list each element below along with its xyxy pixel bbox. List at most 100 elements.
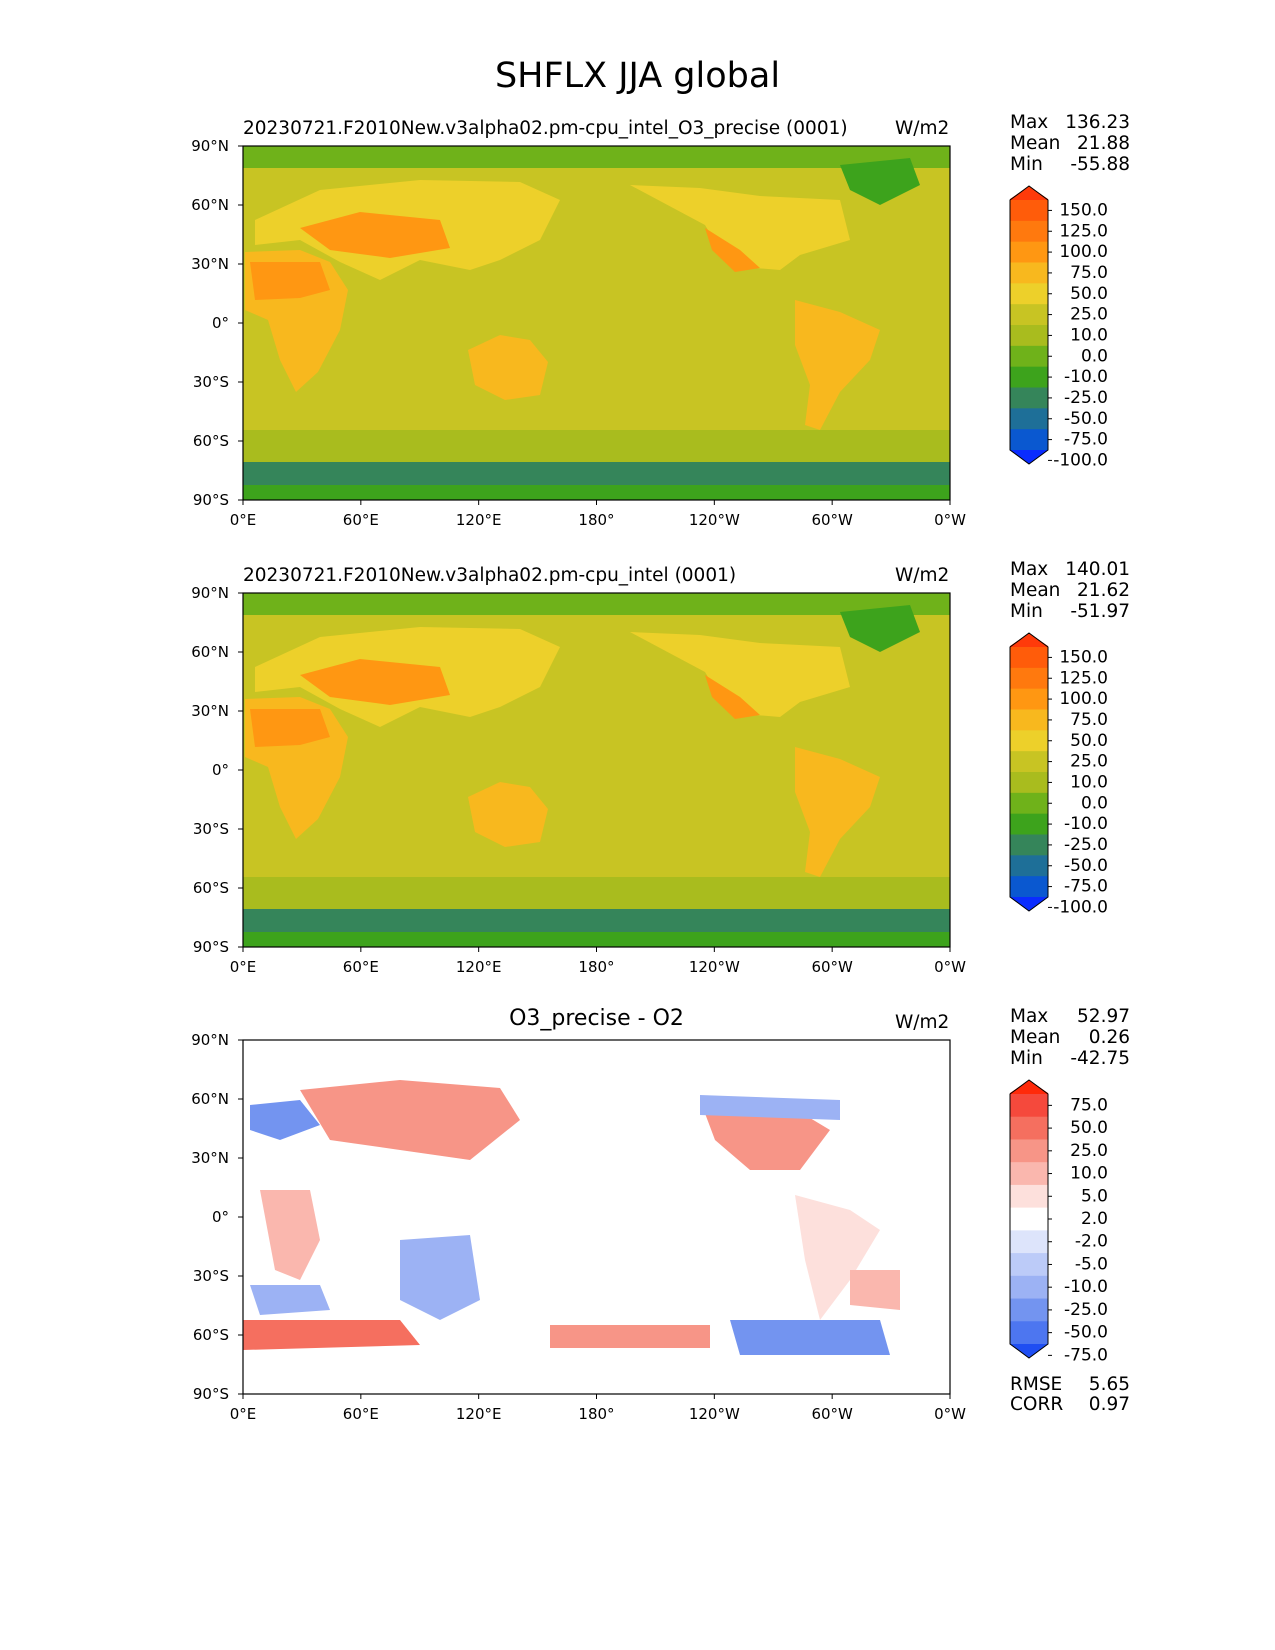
panel-1-ytick-label: 0° — [212, 314, 229, 332]
colorbar-extend-top — [1010, 633, 1048, 647]
map-3-southern-ocean-warm-2 — [550, 1325, 710, 1348]
panel-1-ytick-label: 60°S — [193, 432, 229, 450]
colorbar-segment — [1010, 751, 1048, 773]
map-2-antarctic-coast — [243, 932, 950, 947]
colorbar-segment — [1010, 1298, 1048, 1322]
panel-2-units: W/m2 — [895, 565, 950, 586]
panel-3-corr: CORR 0.97 — [1010, 1394, 1130, 1415]
panel-1-ytick-label: 90°S — [193, 491, 229, 509]
panel-3-xtick-label: 120°E — [456, 1405, 502, 1423]
panel-2-mean: Mean 21.62 — [1010, 580, 1130, 601]
panel-3-ytick-label: 30°S — [193, 1267, 229, 1285]
panel-2-ytick-label: 90°S — [193, 938, 229, 956]
colorbar-segment — [1010, 262, 1048, 284]
panel-1-map — [242, 145, 951, 501]
panel-1-xtick-label: 120°W — [689, 511, 740, 529]
figure-title: SHFLX JJA global — [494, 56, 781, 96]
panel-3-ytick-label: 90°S — [193, 1385, 229, 1403]
colorbar-level-label: 150.0 — [1059, 200, 1108, 220]
colorbar-segment — [1010, 688, 1048, 710]
colorbar-level-label: 150.0 — [1059, 647, 1108, 667]
panel-1-ytick-label: 30°S — [193, 373, 229, 391]
colorbar-level-label: -50.0 — [1064, 1323, 1108, 1343]
panel-3-colorbar: 75.0 50.0 25.0 10.05.0 2.0 -2.0-5.0 -10.0 -25.0… — [1009, 1079, 1108, 1365]
colorbar-extend-top — [1010, 186, 1048, 200]
colorbar-level-label: 125.0 — [1059, 221, 1108, 241]
colorbar-segment — [1010, 1094, 1048, 1118]
panel-1-ytick-label: 30°N — [191, 255, 229, 273]
colorbar-level-label: -100.0 — [1053, 450, 1108, 470]
map-1-antarctic-coast — [243, 485, 950, 500]
colorbar-level-label: -50.0 — [1064, 856, 1108, 876]
panel-1-xtick-label: 60°E — [343, 511, 379, 529]
panel-2-ytick-label: 30°N — [191, 702, 229, 720]
panel-1-colorbar: 150.0125.0100.075.050.025.010.00.0-10.0-… — [1009, 185, 1108, 470]
panel-2-xtick-label: 0°W — [934, 958, 966, 976]
colorbar-level-label: 50.0 — [1070, 284, 1108, 304]
panel-3-map — [242, 1039, 951, 1395]
colorbar-level-label: 25.0 — [1070, 1141, 1108, 1161]
colorbar-level-label: -10.0 — [1064, 1277, 1108, 1297]
colorbar-outline — [1009, 632, 1049, 912]
map-3-africa-mixed — [260, 1190, 320, 1280]
colorbar-segment — [1010, 772, 1048, 794]
panel-3-xtick-label: 0°E — [230, 1405, 257, 1423]
panel-3-ytick-label: 30°N — [191, 1149, 229, 1167]
panel-2-ytick-label: 0° — [212, 761, 229, 779]
panel-3-ytick-label: 60°N — [191, 1090, 229, 1108]
colorbar-segment — [1010, 1207, 1048, 1231]
panel-3-ytick-label: 60°S — [193, 1326, 229, 1344]
colorbar-segment — [1010, 366, 1048, 388]
colorbar-level-label: 125.0 — [1059, 668, 1108, 688]
colorbar-level-label: 75.0 — [1070, 710, 1108, 730]
panel-3-min: Min -42.75 — [1010, 1048, 1130, 1069]
colorbar-segment — [1010, 1275, 1048, 1300]
colorbar-segment — [1010, 730, 1048, 752]
colorbar-level-label: -75.0 — [1064, 430, 1108, 450]
colorbar-segment — [1010, 1116, 1048, 1140]
colorbar-level-label: 50.0 — [1070, 1118, 1108, 1138]
panel-2-title: 20230721.F2010New.v3alpha02.pm-cpu_intel… — [243, 565, 737, 586]
panel-2-xtick-label: 120°W — [689, 958, 740, 976]
map-3-indian-ocean-cool — [400, 1235, 480, 1320]
colorbar-segment — [1010, 1321, 1048, 1345]
map-2-sahara — [250, 709, 330, 747]
colorbar-level-label: 10.0 — [1070, 325, 1108, 345]
panel-2-colorbar: 150.0125.0100.075.050.025.010.00.0-10.0-… — [1009, 632, 1108, 917]
colorbar-level-label: 100.0 — [1059, 689, 1108, 709]
panel-3-ytick-label: 0° — [212, 1208, 229, 1226]
panel-2-ytick-label: 60°S — [193, 879, 229, 897]
map-3-south-america-mixed — [795, 1195, 880, 1320]
panel-1-xtick-label: 120°E — [456, 511, 502, 529]
panel-1-xtick-label: 0°W — [934, 511, 966, 529]
colorbar-segment — [1010, 667, 1048, 690]
colorbar-segment — [1010, 325, 1048, 347]
colorbar-level-label: -25.0 — [1064, 1300, 1108, 1320]
colorbar-segment — [1010, 876, 1048, 898]
colorbar-outline — [1009, 1079, 1049, 1359]
map-1-us-west-hot — [705, 228, 760, 272]
colorbar-segment — [1010, 1253, 1048, 1277]
colorbar-segment — [1010, 813, 1048, 835]
colorbar-level-label: -75.0 — [1064, 877, 1108, 897]
colorbar-segment — [1010, 429, 1048, 451]
panel-2-min: Min -51.97 — [1010, 601, 1130, 622]
map-2-south-america — [795, 747, 880, 877]
panel-3-rmse: RMSE 5.65 — [1010, 1374, 1130, 1395]
map-3-europe-cool — [250, 1100, 320, 1140]
map-2-greenland — [840, 605, 920, 652]
panel-1-title: 20230721.F2010New.v3alpha02.pm-cpu_intel… — [243, 118, 848, 139]
map-2-us-west-hot — [705, 675, 760, 719]
colorbar-segment — [1010, 834, 1048, 856]
panel-1-min: Min -55.88 — [1010, 154, 1130, 175]
panel-3-mean: Mean 0.26 — [1010, 1027, 1130, 1048]
map-3-east-pacific-warm — [850, 1270, 900, 1310]
colorbar-segment — [1010, 855, 1048, 877]
colorbar-extend-top — [1010, 1080, 1048, 1094]
colorbar-segment — [1010, 792, 1048, 815]
panel-2-xtick-label: 60°E — [343, 958, 379, 976]
colorbar-level-label: -5.0 — [1075, 1254, 1108, 1274]
colorbar-outline — [1009, 185, 1049, 465]
panel-3-xtick-label: 0°W — [934, 1405, 966, 1423]
